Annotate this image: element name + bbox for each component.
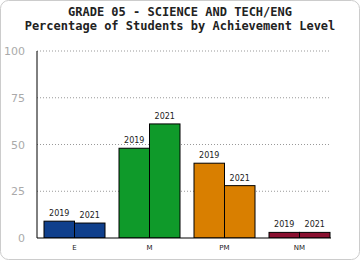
series-label: 2019 [199, 151, 219, 160]
bar [300, 232, 331, 238]
x-tick-label: NM [294, 244, 305, 252]
y-tick-label: 50 [11, 139, 25, 152]
subtitle: Percentage of Students by Achievement Le… [25, 19, 336, 33]
frame [1, 1, 360, 260]
series-label: 2019 [274, 220, 294, 229]
grid-line [37, 51, 331, 52]
series-label: 2021 [80, 211, 100, 220]
bar [44, 221, 75, 238]
grid-line [37, 191, 331, 192]
grid-line [37, 144, 331, 145]
labels: 2019 2021 2019 2021 2019 2021 2019 2021 [49, 112, 325, 229]
y-tick-label: 25 [11, 185, 25, 198]
bars [44, 124, 330, 238]
bar [269, 232, 300, 238]
series-label: 2021 [305, 220, 325, 229]
chart-wrap: GRADE 05 - SCIENCE AND TECH/ENGPercentag… [0, 0, 360, 260]
bar [225, 186, 256, 238]
grid-line [37, 97, 331, 98]
x-tick-label: PM [219, 244, 229, 252]
bar [119, 148, 150, 238]
title: GRADE 05 - SCIENCE AND TECH/ENG [68, 5, 292, 19]
y-tick-label: 0 [18, 232, 25, 245]
chart: GRADE 05 - SCIENCE AND TECH/ENGPercentag… [0, 0, 360, 260]
y-tick-label: 75 [11, 92, 25, 105]
series-label: 2019 [49, 209, 69, 218]
bar [75, 223, 106, 238]
y-axis [37, 51, 38, 238]
x-tick-label: M [146, 244, 152, 252]
series-label: 2021 [230, 174, 250, 183]
series-label: 2019 [124, 136, 144, 145]
bar [194, 163, 225, 238]
series-label: 2021 [155, 112, 175, 121]
x-axis [37, 238, 331, 239]
bar [150, 124, 181, 238]
x-tick-label: E [72, 244, 76, 252]
y-tick-label: 100 [4, 45, 25, 58]
